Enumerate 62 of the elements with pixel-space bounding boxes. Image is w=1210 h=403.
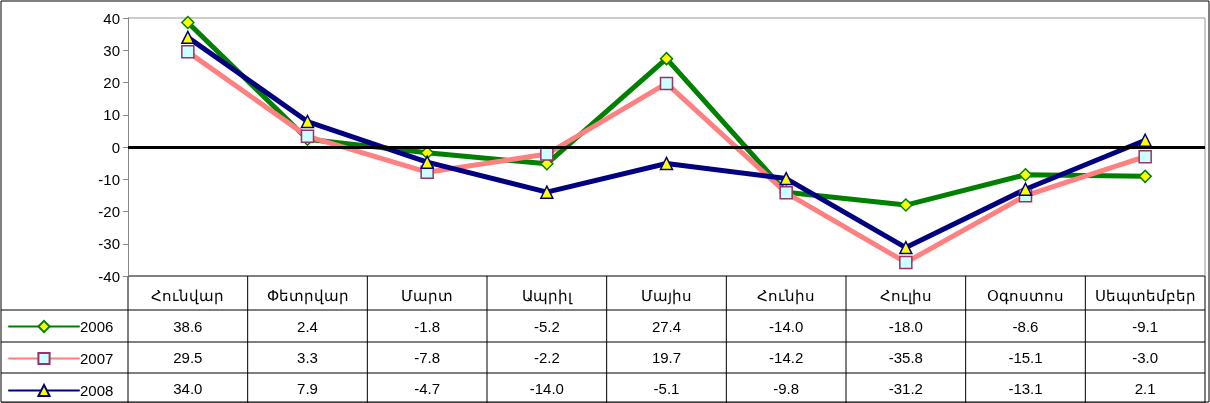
x-tick-label: Մարտ [401, 287, 454, 305]
data-label: -5.1 [653, 379, 680, 397]
y-tick-label: 20 [103, 74, 120, 91]
data-label: -35.8 [888, 349, 923, 366]
y-tick-label: -40 [98, 267, 120, 285]
data-label: -31.2 [888, 379, 923, 397]
point [899, 198, 913, 212]
data-label: 2.4 [297, 317, 318, 335]
y-tick-label: 0 [111, 138, 120, 156]
x-tick-label: Հուլիս [879, 287, 932, 305]
point [1138, 169, 1152, 184]
data-label: 3.3 [297, 349, 318, 366]
x-tick-label: Օգոստոս [987, 287, 1064, 305]
data-label: -9.1 [1132, 317, 1159, 335]
y-tick-label: 30 [103, 41, 120, 59]
point [899, 240, 913, 255]
legend-label: 2008 [80, 382, 114, 399]
point [420, 155, 434, 169]
legend-label: 2006 [80, 318, 114, 335]
data-label: -5.2 [533, 317, 560, 335]
data-label: -3.0 [1132, 349, 1159, 366]
x-tick-label: Փետրվար [266, 287, 349, 305]
x-tick-label: Հունիս [757, 287, 816, 305]
data-label: 29.5 [173, 349, 203, 366]
data-label: -8.6 [1012, 317, 1039, 335]
point [1138, 133, 1152, 147]
point [779, 171, 793, 186]
point [181, 30, 195, 45]
data-label: 19.7 [651, 349, 682, 366]
x-tick-label: Ապրիլ [521, 287, 573, 305]
point [659, 51, 674, 66]
data-label: -4.7 [414, 379, 441, 397]
x-tick-label: Հունվար [151, 287, 225, 305]
data-label: -15.1 [1008, 349, 1043, 366]
x-tick-label: Մայիս [641, 287, 692, 305]
point [1018, 167, 1033, 182]
point [300, 114, 315, 129]
y-tick-label: 40 [103, 9, 120, 27]
data-label: -14.0 [529, 379, 564, 397]
data-label: -1.8 [414, 317, 441, 335]
data-label: -9.8 [773, 379, 800, 397]
x-tick-label: Սեպտեմբեր [1094, 287, 1196, 305]
data-label: 34.0 [173, 379, 203, 397]
data-label: -2.2 [533, 349, 560, 366]
data-label: -14.0 [769, 317, 804, 335]
legend-label: 2007 [80, 350, 114, 367]
data-label: 2.1 [1134, 379, 1156, 397]
point [181, 15, 195, 30]
point [1018, 182, 1033, 196]
y-tick-label: -10 [98, 170, 120, 188]
data-label: -13.1 [1008, 379, 1043, 397]
data-label: 27.4 [651, 317, 682, 335]
data-label: -14.2 [769, 349, 804, 366]
point [540, 185, 554, 199]
data-label: 38.6 [173, 317, 203, 335]
point [659, 156, 674, 171]
y-tick-label: -30 [98, 235, 120, 253]
data-label: -7.8 [414, 349, 441, 366]
y-tick-label: -20 [98, 203, 120, 220]
data-label: 7.9 [297, 379, 318, 397]
data-label: -18.0 [888, 317, 923, 335]
y-tick-label: 10 [103, 106, 120, 124]
